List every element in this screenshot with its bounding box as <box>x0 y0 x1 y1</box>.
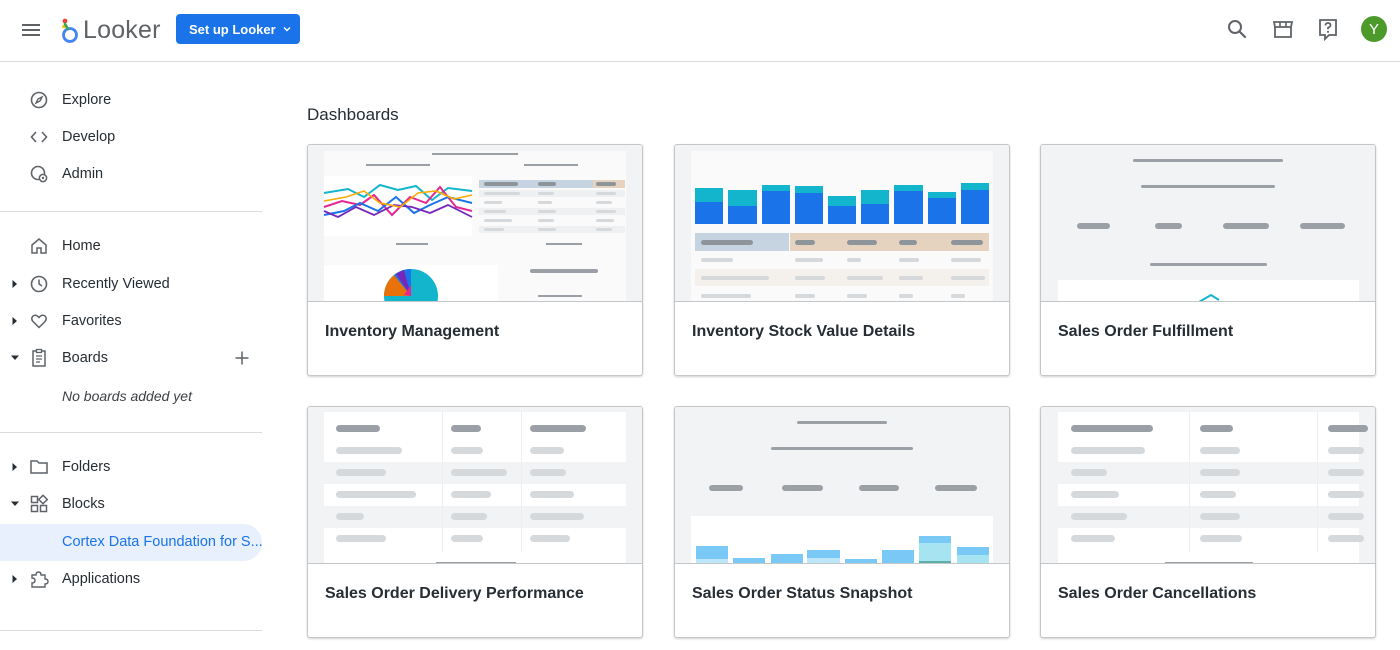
section-title: Dashboards <box>307 105 399 124</box>
dashboard-thumbnail <box>675 145 1009 302</box>
sidebar-item-label: Admin <box>62 166 104 182</box>
dashboard-card-title: Sales Order Cancellations <box>1058 585 1257 602</box>
sidebar-item-label: Blocks <box>62 496 105 512</box>
puzzle-icon <box>31 571 49 588</box>
blocks-icon <box>30 494 49 513</box>
sidebar-item-explore[interactable]: Explore <box>0 82 262 119</box>
dashboard-thumbnail <box>1041 407 1375 564</box>
dashboard-thumbnail <box>308 145 642 302</box>
dashboard-card[interactable]: Inventory Stock Value Details <box>674 144 1010 376</box>
dashboard-card-title: Sales Order Delivery Performance <box>325 585 584 602</box>
sidebar-item-label: Cortex Data Foundation for S... <box>62 534 263 550</box>
sidebar-item-applications[interactable]: Applications <box>0 561 262 598</box>
setup-looker-label: Set up Looker <box>189 21 276 37</box>
menu-icon[interactable] <box>20 19 42 41</box>
setup-looker-button[interactable]: Set up Looker <box>176 14 300 44</box>
caret-right-icon[interactable] <box>10 574 20 584</box>
chevron-down-icon <box>283 27 291 32</box>
dashboard-card-title: Sales Order Status Snapshot <box>692 585 913 602</box>
add-board-icon[interactable] <box>234 350 250 366</box>
caret-down-icon[interactable] <box>10 499 20 509</box>
folder-icon <box>30 460 48 474</box>
clock-icon <box>30 275 48 293</box>
sidebar-divider <box>0 211 262 212</box>
sidebar-item-home[interactable]: Home <box>0 228 262 265</box>
marketplace-icon[interactable] <box>1271 17 1295 41</box>
compass-icon <box>30 91 48 109</box>
home-icon <box>31 238 47 254</box>
caret-right-icon[interactable] <box>10 316 20 326</box>
sidebar-item-admin[interactable]: Admin <box>0 156 262 193</box>
dashboard-card[interactable]: Sales Order Status Snapshot <box>674 406 1010 638</box>
sidebar-item-label: Explore <box>62 92 112 108</box>
dashboard-card[interactable]: Sales Order Cancellations <box>1040 406 1376 638</box>
dashboard-card[interactable]: Sales Order Delivery Performance <box>307 406 643 638</box>
dashboard-thumbnail <box>308 407 642 564</box>
user-avatar[interactable]: Y <box>1361 16 1387 42</box>
sidebar-item-cortex-data-foundation[interactable]: Cortex Data Foundation for S... <box>0 524 263 561</box>
sidebar: Explore Develop Admin Home Recently View… <box>0 62 263 650</box>
sidebar-item-folders[interactable]: Folders <box>0 449 262 486</box>
code-icon <box>30 131 48 143</box>
no-boards-text: No boards added yet <box>62 388 192 404</box>
sidebar-item-blocks[interactable]: Blocks <box>0 486 262 523</box>
top-bar: Looker Set up Looker Y <box>0 0 1400 62</box>
sidebar-item-recently-viewed[interactable]: Recently Viewed <box>0 266 262 303</box>
sidebar-item-boards[interactable]: Boards <box>0 340 262 377</box>
sidebar-item-label: Folders <box>62 459 111 475</box>
caret-right-icon[interactable] <box>10 462 20 472</box>
dashboard-card[interactable]: Inventory Management <box>307 144 643 376</box>
admin-gear-icon <box>30 165 48 183</box>
caret-right-icon[interactable] <box>10 279 20 289</box>
looker-logo-icon <box>62 18 78 43</box>
looker-logo[interactable]: Looker <box>60 14 161 46</box>
sidebar-item-label: Develop <box>62 129 116 145</box>
dashboard-card[interactable]: Sales Order Fulfillment <box>1040 144 1376 376</box>
logo-text: Looker <box>83 15 161 44</box>
sidebar-item-label: Boards <box>62 350 108 366</box>
dashboard-card-title: Inventory Stock Value Details <box>692 323 916 340</box>
dashboard-card-title: Inventory Management <box>325 323 500 340</box>
boards-icon <box>32 348 46 367</box>
sidebar-item-label: Home <box>62 238 101 254</box>
sidebar-divider <box>0 630 262 631</box>
sidebar-item-develop[interactable]: Develop <box>0 119 262 156</box>
sidebar-item-label: Favorites <box>62 313 122 329</box>
search-icon[interactable] <box>1225 17 1249 41</box>
dashboard-thumbnail <box>1041 145 1375 302</box>
sidebar-item-label: Recently Viewed <box>62 276 170 292</box>
heart-icon <box>31 314 47 329</box>
sidebar-item-favorites[interactable]: Favorites <box>0 303 262 340</box>
sidebar-item-label: Applications <box>62 571 141 587</box>
caret-down-icon[interactable] <box>10 353 20 363</box>
dashboard-card-title: Sales Order Fulfillment <box>1058 323 1234 340</box>
dashboard-thumbnail <box>675 407 1009 564</box>
sidebar-divider <box>0 432 262 433</box>
help-icon[interactable] <box>1316 17 1340 41</box>
